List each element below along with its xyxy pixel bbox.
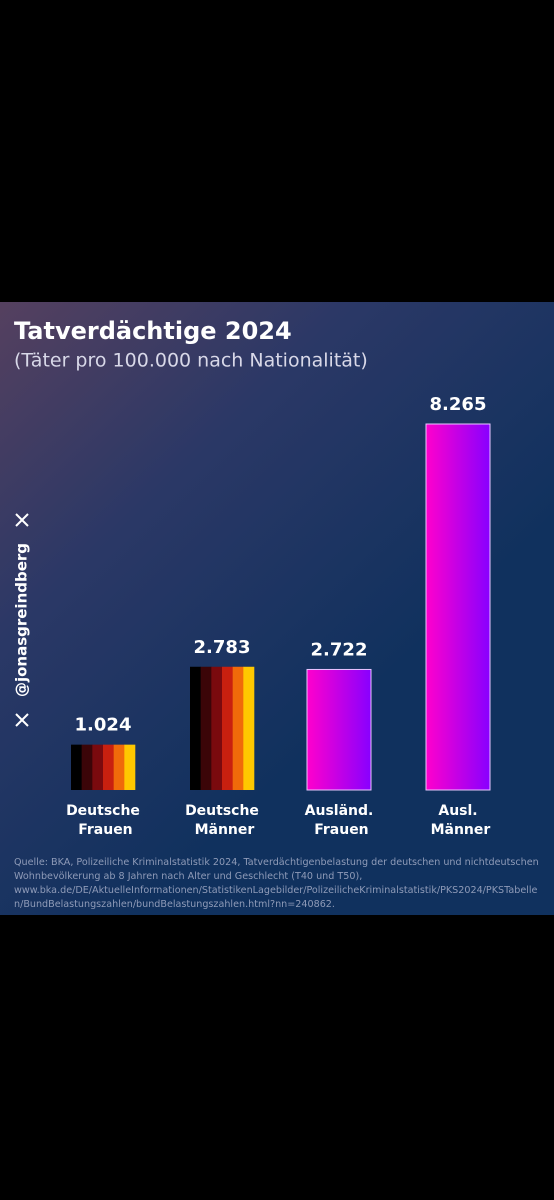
bar-stripe bbox=[190, 666, 201, 790]
bar-stripe bbox=[222, 666, 233, 790]
bar-stripe bbox=[103, 744, 114, 790]
value-label: 8.265 bbox=[430, 394, 487, 415]
bar-stripe bbox=[232, 666, 244, 790]
chart-title: Tatverdächtige 2024 bbox=[14, 317, 292, 345]
x-tick-label: Ausl. Männer bbox=[426, 803, 491, 838]
watermark-group: @jonasgreindberg bbox=[13, 513, 31, 727]
x-tick-label: Ausländ. Frauen bbox=[305, 803, 374, 838]
x-icon bbox=[15, 513, 29, 527]
bar bbox=[306, 668, 372, 791]
source-note: www.bka.de/DE/AktuelleInformationen/Stat… bbox=[14, 885, 538, 896]
chart-subtitle: (Täter pro 100.000 nach Nationalität) bbox=[14, 350, 368, 372]
x-tick-label: Deutsche Frauen bbox=[66, 803, 140, 838]
bar-stripe bbox=[124, 744, 136, 790]
bar-stripe bbox=[92, 744, 104, 790]
source-note: n/BundBelastungszahlen/bundBelastungszah… bbox=[14, 899, 335, 910]
bar bbox=[425, 423, 491, 791]
value-label: 1.024 bbox=[75, 715, 132, 736]
bar bbox=[190, 666, 255, 790]
value-label: 2.722 bbox=[311, 639, 368, 660]
value-label: 2.783 bbox=[194, 637, 251, 658]
bar-stripe bbox=[243, 666, 255, 790]
bar-stripe bbox=[71, 744, 82, 790]
bar-stripe bbox=[113, 744, 125, 790]
bar bbox=[71, 744, 136, 790]
watermark: @jonasgreindberg bbox=[13, 543, 31, 697]
bar-stripe bbox=[200, 666, 212, 790]
x-icon bbox=[15, 713, 29, 727]
bar-stripe bbox=[81, 744, 93, 790]
x-tick-label: Deutsche Männer bbox=[185, 803, 259, 838]
source-note: Quelle: BKA, Polizeiliche Kriminalstatis… bbox=[14, 857, 539, 868]
bar-stripe bbox=[211, 666, 223, 790]
source-note: Wohnbevölkerung ab 8 Jahren nach Alter u… bbox=[14, 871, 362, 882]
